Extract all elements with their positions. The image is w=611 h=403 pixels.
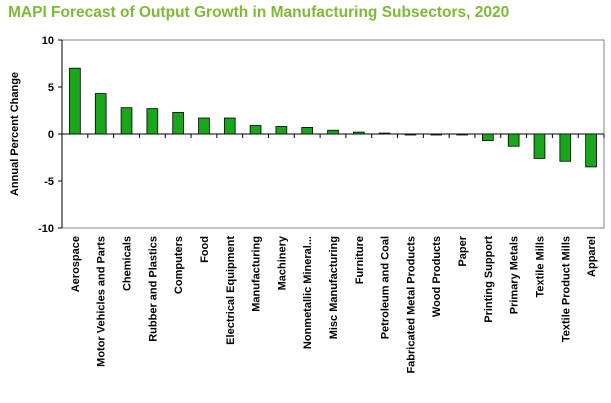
x-tick-label: Furniture	[354, 236, 366, 284]
x-tick-label: Chemicals	[122, 236, 134, 291]
y-tick-label: 10	[42, 35, 54, 47]
y-tick-label: -10	[38, 223, 54, 235]
bar	[69, 67, 81, 135]
x-tick-label: Computers	[173, 236, 185, 294]
x-tick-label: Petroleum and Coal	[380, 236, 392, 339]
y-tick-label: 5	[48, 82, 54, 94]
x-tick-label: Textile Mills	[534, 236, 546, 298]
bars	[69, 67, 597, 168]
y-axis-label: Annual Percent Change	[9, 72, 21, 196]
x-tick-label: Machinery	[276, 235, 288, 290]
x-tick-label: Primary Metals	[509, 236, 521, 314]
bar	[223, 117, 236, 135]
x-axis	[61, 133, 605, 138]
bar	[301, 127, 314, 135]
bar	[146, 108, 159, 135]
x-tick-label: Apparel	[586, 236, 598, 277]
x-tick-label: Aerospace	[70, 236, 82, 292]
bar	[559, 133, 572, 162]
x-tick-label: Manufacturing	[251, 236, 263, 312]
category-labels: Aerospace Motor Vehicles and Parts Chemica…	[70, 235, 598, 373]
bar	[378, 132, 391, 135]
x-tick-label: Electrical Equipment	[225, 236, 237, 345]
y-tick-label: -5	[44, 176, 54, 188]
bar	[275, 126, 288, 135]
bar	[352, 131, 365, 135]
bar	[430, 133, 443, 136]
x-tick-label: Paper	[457, 235, 469, 266]
bar	[94, 93, 107, 135]
bar	[533, 133, 546, 159]
x-tick-label: Wood Products	[431, 236, 443, 317]
bar	[482, 133, 494, 141]
y-axis: 10 5 0 -5 -10	[38, 35, 63, 235]
bar	[507, 133, 520, 147]
x-tick-label: Food	[199, 236, 211, 263]
x-tick-label: Misc Manufacturing	[328, 236, 340, 339]
bar	[327, 129, 339, 135]
bar	[172, 111, 184, 135]
bar	[249, 125, 262, 135]
x-tick-label: Fabricated Metal Products	[405, 236, 417, 374]
bar	[120, 107, 133, 135]
bar	[198, 117, 210, 135]
chart-title: MAPI Forecast of Output Growth in Manufa…	[8, 4, 510, 21]
x-tick-label: Rubber and Plastics	[147, 236, 159, 342]
y-tick-label: 0	[48, 129, 54, 141]
bar	[404, 133, 417, 136]
x-tick-label: Nonmetallic Mineral...	[302, 236, 314, 349]
x-tick-label: Motor Vehicles and Parts	[96, 236, 108, 367]
bar	[456, 133, 468, 136]
x-tick-label: Printing Support	[483, 236, 495, 323]
bar	[585, 133, 597, 168]
x-tick-label: Textile Product Mills	[560, 236, 572, 342]
